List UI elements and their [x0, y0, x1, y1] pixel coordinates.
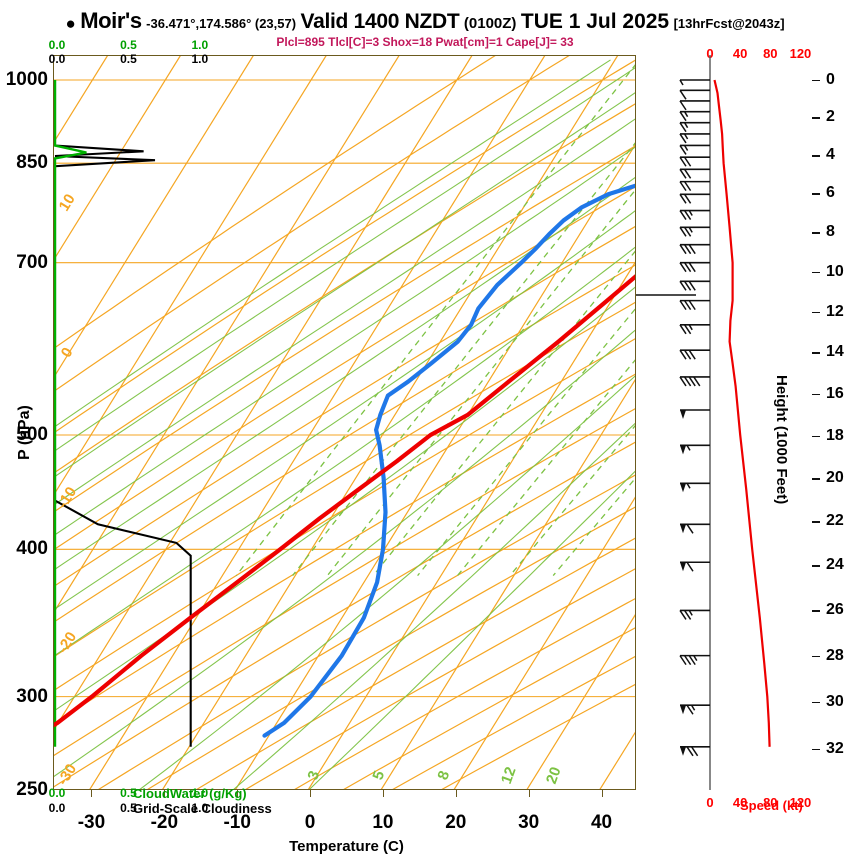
pressure-tick: 700 — [16, 251, 48, 273]
temperature-tick: 40 — [590, 812, 613, 833]
height-tick-mark — [812, 393, 820, 396]
height-tick-mark — [812, 701, 820, 704]
wind-speed-panel — [636, 55, 811, 790]
temperature-tick: -20 — [150, 812, 179, 833]
pressure-tick: 850 — [16, 152, 48, 174]
speed-tick-bottom: 40 — [732, 795, 748, 810]
svg-text:20: 20 — [543, 765, 565, 786]
cloudiness-tick-bottom: 0.5 — [120, 801, 137, 815]
height-tick: 8 — [826, 223, 835, 241]
height-tick: 20 — [826, 469, 844, 487]
height-tick: 6 — [826, 184, 835, 202]
height-tick-mark — [812, 521, 820, 523]
temperature-tick-mark — [237, 790, 239, 797]
cloudiness-axis-label: Grid-Scale Cloudiness — [133, 801, 272, 816]
temperature-tick: 20 — [445, 812, 467, 833]
temperature-tick-mark — [310, 790, 312, 797]
height-tick: 24 — [826, 556, 844, 574]
height-tick: 14 — [826, 343, 844, 361]
temperature-tick: 30 — [518, 812, 540, 833]
temperature-tick-mark — [91, 790, 93, 797]
height-tick: 26 — [826, 601, 844, 619]
temperature-tick-mark — [455, 790, 457, 797]
height-tick: 28 — [826, 646, 844, 664]
wind-barb-svg — [679, 55, 711, 790]
valid-time: Valid 1400 NZDT — [300, 10, 460, 33]
cloudiness-tick-bottom: 0.0 — [48, 801, 66, 815]
temperature-tick: 10 — [372, 812, 394, 833]
plot-frame — [53, 55, 636, 790]
chart-header: ● Moir's -36.471°,174.586° (23,57) Valid… — [0, 8, 850, 34]
height-tick: 4 — [826, 146, 835, 164]
speed-axis-label: Speed (kt) — [740, 798, 803, 813]
height-tick: 30 — [826, 692, 844, 710]
pressure-tick: 300 — [16, 685, 48, 707]
height-tick-mark — [812, 610, 820, 612]
pressure-tick: 500 — [16, 423, 48, 445]
pressure-tick: 1000 — [5, 68, 48, 90]
svg-text:12: 12 — [498, 765, 520, 786]
height-tick-mark — [812, 655, 820, 657]
height-tick: 10 — [826, 262, 844, 280]
height-tick: 18 — [826, 426, 844, 444]
height-tick-mark — [812, 478, 820, 480]
pressure-tick: 250 — [16, 779, 48, 800]
height-tick-mark — [812, 435, 820, 438]
cloudiness-tick-bottom: 1.0 — [191, 801, 209, 815]
temperature-tick: -30 — [77, 812, 106, 833]
speed-tick-bottom: 80 — [763, 795, 778, 810]
height-tick: 22 — [826, 512, 844, 530]
height-tick-mark — [812, 271, 820, 274]
height-tick-mark — [812, 155, 820, 157]
height-tick-mark — [812, 193, 820, 195]
wind-speed-svg — [636, 79, 771, 747]
station-bullet-icon: ● — [65, 13, 76, 33]
height-tick-mark — [812, 79, 820, 82]
temperature-axis-label: Temperature (C) — [289, 838, 404, 855]
skewt-svg: 100-10-20-30 3 5 8 12 20 — [53, 55, 636, 790]
speed-tick-bottom: 120 — [789, 795, 812, 810]
wind-barb-panel — [636, 55, 756, 790]
skewt-plot-area: 10 0 -10 -20 -30 3 5 8 12 20 — [53, 55, 636, 790]
valid-date: TUE 1 Jul 2025 — [520, 10, 670, 33]
pressure-axis-label: P (hPa) — [16, 405, 33, 460]
height-tick-mark — [812, 748, 820, 751]
height-tick: 16 — [826, 384, 844, 402]
temperature-tick-mark — [601, 790, 603, 797]
temperature-tick-mark — [528, 790, 530, 797]
temperature-tick-mark — [164, 790, 166, 797]
pressure-tick: 400 — [16, 538, 48, 560]
station-name: Moir's — [80, 8, 142, 33]
height-tick: 12 — [826, 302, 844, 320]
height-tick-mark — [812, 352, 820, 354]
height-tick: 32 — [826, 739, 844, 757]
temperature-tick-mark — [382, 790, 384, 797]
temperature-tick: -10 — [223, 812, 251, 833]
height-tick-mark — [812, 565, 820, 567]
height-tick: 2 — [826, 108, 835, 126]
height-tick-mark — [812, 117, 820, 119]
sounding-indices: Plcl=895 Tlcl[C]=3 Shox=18 Pwat[cm]=1 Ca… — [276, 35, 574, 49]
speed-tick-bottom: 0 — [706, 795, 714, 810]
forecast-info: [13hrFcst@2043z] — [673, 16, 785, 31]
height-tick-mark — [812, 232, 820, 234]
height-tick-mark — [812, 311, 820, 314]
valid-time-utc: (0100Z) — [463, 15, 517, 32]
height-tick: 0 — [826, 70, 835, 88]
temperature-tick: 0 — [304, 812, 316, 833]
station-coordinates: -36.471°,174.586° (23,57) — [146, 16, 297, 31]
svg-text:10: 10 — [56, 191, 79, 214]
